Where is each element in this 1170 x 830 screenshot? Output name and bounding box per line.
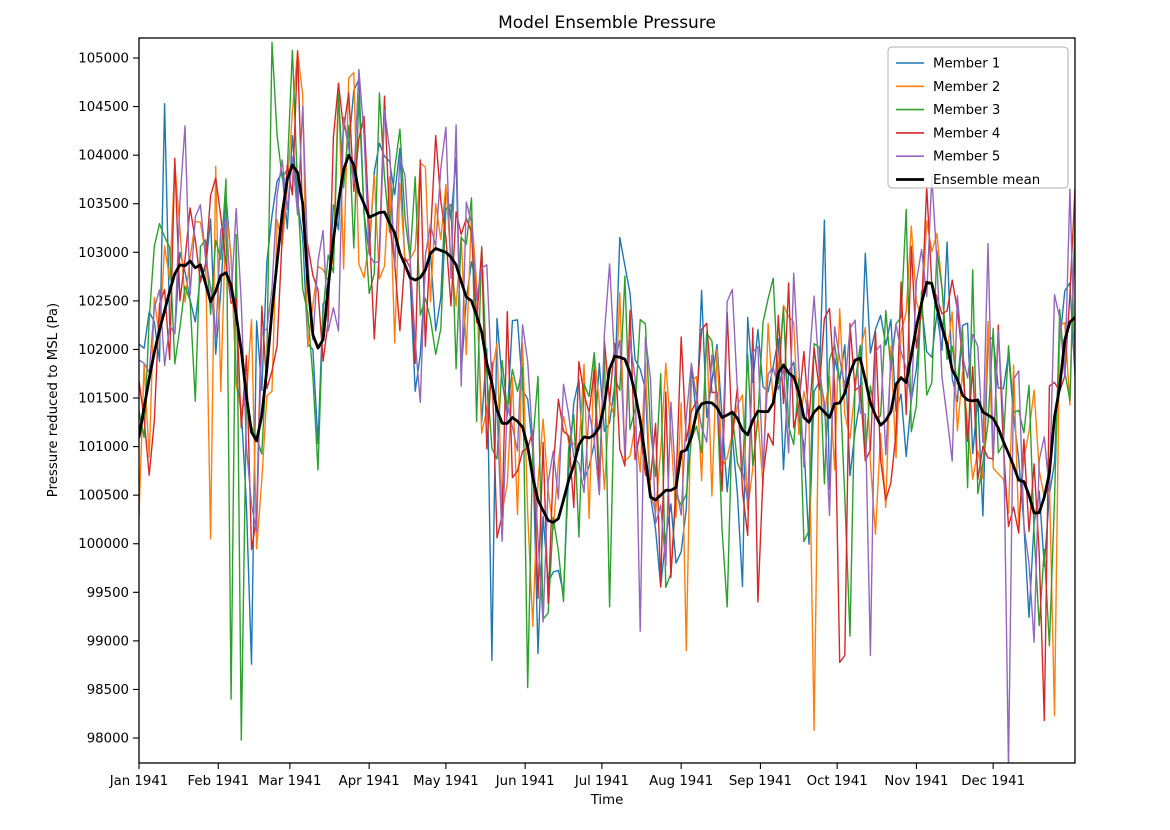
legend-label: Member 3 <box>933 103 1000 118</box>
x-tick-label: Nov 1941 <box>884 774 948 789</box>
axes-spines <box>138 37 1076 764</box>
x-tick-label: Feb 1941 <box>187 774 249 789</box>
y-tick-label: 101000 <box>78 440 129 455</box>
axis-ticks: 98000 98500 99000 99500 100000 100500 101000 10… <box>78 52 1025 789</box>
x-tick-label: Sep 1941 <box>729 774 792 789</box>
y-tick-label: 100500 <box>78 489 129 504</box>
y-tick-label: 104500 <box>78 100 129 115</box>
x-tick-label: Jan 1941 <box>109 774 169 789</box>
y-tick-label: 98500 <box>87 683 129 698</box>
y-tick-label: 99000 <box>87 634 129 649</box>
y-tick-label: 105000 <box>78 52 129 67</box>
y-tick-label: 103500 <box>78 197 129 212</box>
legend-label: Member 5 <box>933 150 1000 165</box>
x-axis-label: Time <box>590 793 624 808</box>
y-tick-label: 99500 <box>87 586 129 601</box>
legend-label: Ensemble mean <box>933 173 1040 188</box>
x-tick-label: May 1941 <box>413 774 479 789</box>
series-line-member-4 <box>139 50 1075 722</box>
y-tick-label: 102500 <box>78 294 129 309</box>
y-tick-label: 100000 <box>78 537 129 552</box>
y-tick-label: 102000 <box>78 343 129 358</box>
x-tick-label: Mar 1941 <box>258 774 321 789</box>
legend-label: Member 1 <box>933 57 1000 72</box>
x-tick-label: Aug 1941 <box>649 774 713 789</box>
ensemble-mean-line <box>139 153 1075 524</box>
x-tick-label: Apr 1941 <box>339 774 400 789</box>
x-tick-label: Jun 1941 <box>495 774 555 789</box>
legend: Member 1 Member 2 Member 3 Member 4 Member 5… <box>887 46 1069 189</box>
y-tick-label: 98000 <box>87 732 129 747</box>
x-tick-label: Dec 1941 <box>961 774 1025 789</box>
y-tick-label: 104000 <box>78 149 129 164</box>
legend-label: Member 4 <box>933 126 1000 141</box>
chart-title: Model Ensemble Pressure <box>498 13 716 33</box>
y-axis-label: Pressure reduced to MSL (Pa) <box>46 303 61 497</box>
y-tick-label: 101500 <box>78 392 129 407</box>
x-tick-label: Jul 1941 <box>574 774 629 789</box>
series-lines <box>139 41 1075 763</box>
series-line-member-5 <box>139 68 1075 763</box>
legend-label: Member 2 <box>933 80 1000 95</box>
y-tick-label: 103000 <box>78 246 129 261</box>
x-tick-label: Oct 1941 <box>807 774 868 789</box>
legend-box <box>887 46 1069 189</box>
